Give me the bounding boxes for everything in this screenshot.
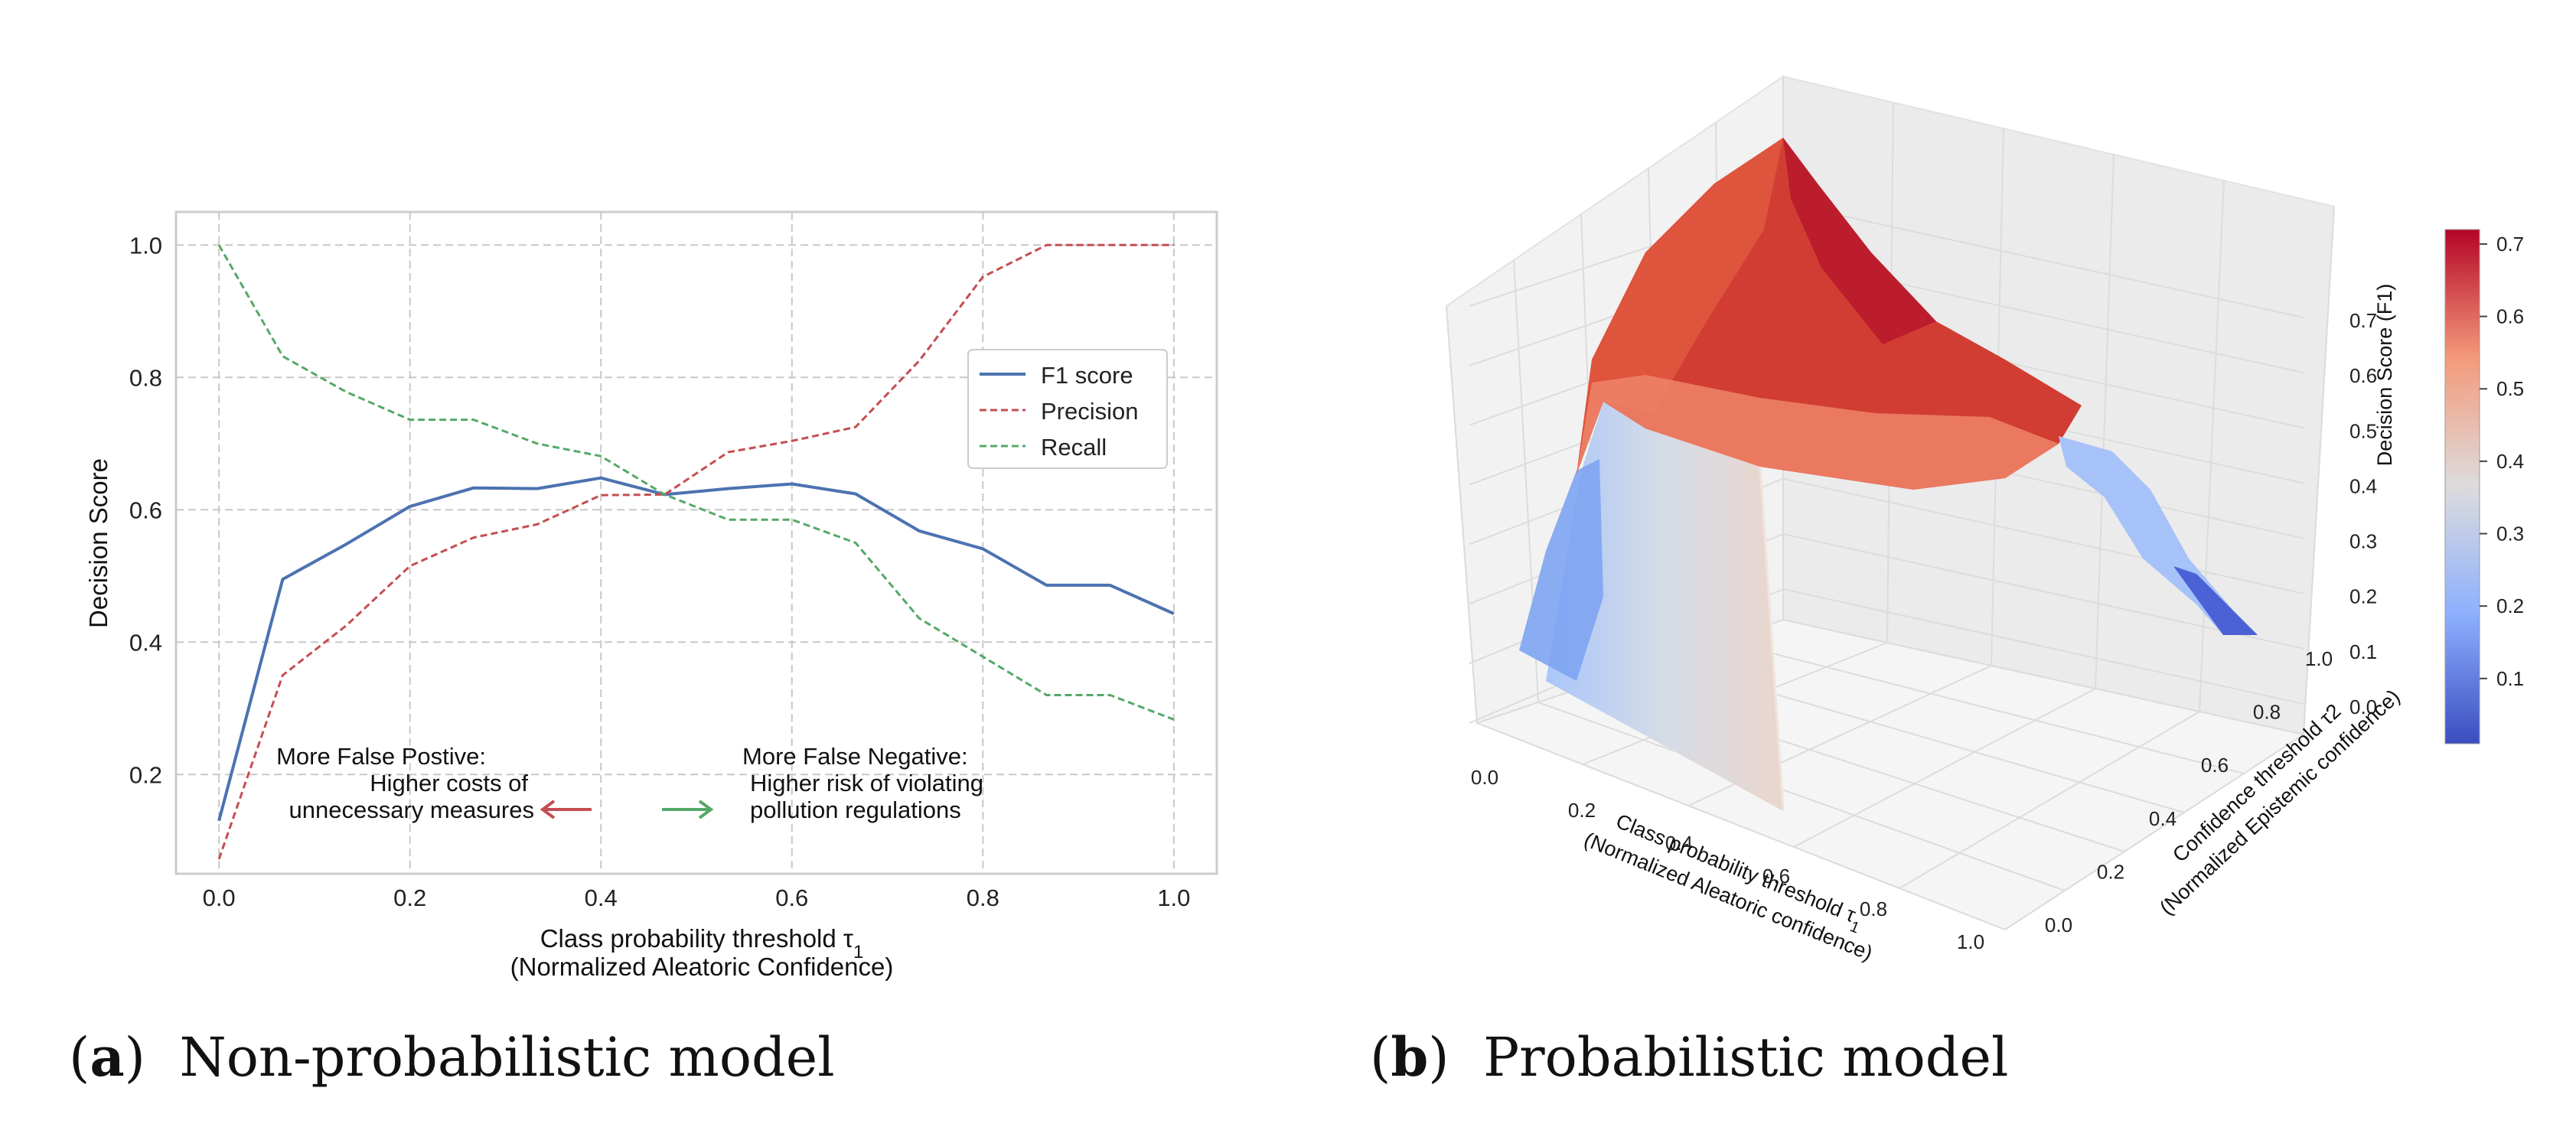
x-tick-label: 0.6 — [775, 884, 808, 911]
series-line-f1-score — [217, 476, 1175, 822]
back-grid-x — [2095, 154, 2115, 689]
annotation-right-line1: More False Negative: — [742, 743, 968, 770]
x3d-tick-label: 1.0 — [1957, 930, 1984, 953]
surface-edge — [1759, 466, 1785, 812]
x3d-tick-label: 0.0 — [1471, 766, 1498, 789]
z-tick-label: 0.0 — [2349, 695, 2377, 718]
x-tick-label: 1.0 — [1157, 884, 1190, 911]
y-tick-label: 0.4 — [129, 629, 162, 656]
legend-box — [967, 349, 1168, 469]
panel-a-legend: F1 score Precision Recall — [967, 349, 1168, 469]
legend-recall-label: Recall — [1041, 434, 1107, 461]
panel-b-chart: 0.0 0.1 0.2 0.3 0.4 0.5 0.6 0.7 0.0 0.2 0.4 0.6 0.8 1… — [1445, 75, 2524, 965]
y-tick-label: 0.6 — [129, 497, 162, 523]
x-tick-label: 0.8 — [967, 884, 999, 911]
annotation-left-line1: More False Postive: — [276, 743, 486, 770]
annotation-right-line2: Higher risk of violating — [750, 770, 983, 796]
surface-front-band — [1577, 375, 2059, 490]
y-tick-label: 0.8 — [129, 364, 162, 391]
colorbar-tick-label: 0.2 — [2496, 594, 2524, 617]
panel-a-annotation-left: More False Postive: Higher costs of unne… — [276, 743, 592, 823]
x-tick-label: 0.2 — [393, 884, 426, 911]
z-tick-label: 0.7 — [2349, 309, 2377, 332]
panel-a-xlabel: Class probability threshold τ1 — [540, 924, 864, 962]
series-line-precision — [217, 243, 1174, 860]
panel-a-grid — [176, 212, 1217, 874]
legend-f1-label: F1 score — [1041, 362, 1133, 389]
panel-b-ticks: 0.0 0.1 0.2 0.3 0.4 0.5 0.6 0.7 0.0 0.2 0.4 0.6 0.8 1… — [1471, 309, 2377, 953]
caption-b-letter: b — [1391, 1025, 1429, 1089]
floor-grid-y — [1537, 702, 2066, 891]
surface-top-ridge — [1783, 138, 1936, 344]
caption-a: (a) Non-probabilistic model — [69, 1025, 835, 1089]
panel-a-xlabel-line2: (Normalized Aleatoric Confidence) — [510, 953, 894, 981]
colorbar-tick-label: 0.3 — [2496, 523, 2524, 546]
back-grid-z — [1782, 588, 2304, 705]
panel-a-series — [217, 243, 1175, 860]
y3d-tick-label: 0.6 — [2201, 754, 2229, 777]
annotation-left-line3: unnecessary measures — [289, 796, 535, 823]
surface-right-tip — [2173, 566, 2258, 635]
panel-a-xlabel-sub: 1 — [853, 942, 863, 962]
y3d-tick-label: 0.0 — [2045, 914, 2072, 936]
back-grid-z — [1782, 477, 2304, 594]
panel-a-xlabel-main: Class probability threshold τ — [540, 924, 853, 953]
z-tick-label: 0.6 — [2349, 364, 2377, 387]
colorbar-tick-label: 0.5 — [2496, 377, 2524, 400]
floor-grid-x — [2004, 734, 2304, 930]
annotation-left-line2: Higher costs of — [370, 770, 528, 796]
y3d-tick-label: 0.8 — [2253, 701, 2281, 724]
floor-grid-x — [1793, 688, 2096, 848]
arrow-right-head-icon — [698, 800, 714, 819]
y3d-tick-label: 1.0 — [2305, 647, 2333, 670]
surface-front-face — [1546, 402, 1783, 811]
y-tick-label: 0.2 — [129, 761, 162, 788]
x3d-tick-label: 0.8 — [1860, 897, 1887, 920]
back-grid-z — [1782, 533, 2304, 650]
arrow-left-head-icon — [540, 800, 556, 819]
panel-a-chart: 0.0 0.2 0.4 0.6 0.8 1.0 0.2 0.4 0.6 0.8 1.0 F1 sco… — [84, 210, 1218, 981]
panel-a-annotation-right: More False Negative: Higher risk of viol… — [662, 743, 983, 823]
colorbar — [2444, 229, 2480, 744]
panel-a-ylabel: Decision Score — [84, 458, 112, 628]
z-tick-label: 0.1 — [2349, 640, 2377, 663]
y3d-tick-label: 0.4 — [2149, 807, 2177, 830]
caption-a-text: Non-probabilistic model — [179, 1026, 835, 1089]
colorbar-ticks: 0.1 0.2 0.3 0.4 0.5 0.6 0.7 — [2480, 233, 2524, 690]
annotation-right-line3: pollution regulations — [750, 796, 961, 823]
y3d-tick-label: 0.2 — [2097, 860, 2124, 883]
caption-a-letter: a — [90, 1025, 125, 1089]
z-tick-label: 0.5 — [2349, 419, 2377, 442]
x-tick-label: 0.4 — [585, 884, 618, 911]
z-tick-label: 0.4 — [2349, 474, 2377, 497]
x3d-tick-label: 0.6 — [1762, 865, 1790, 888]
back-grid-x — [2199, 180, 2225, 712]
back-grid-x — [2303, 206, 2335, 735]
x-tick-label: 0.0 — [203, 884, 236, 911]
panel-b-zlabel: Decision Score (F1) — [2373, 284, 2396, 467]
legend-precision-label: Precision — [1041, 398, 1139, 425]
x3d-tick-label: 0.4 — [1665, 832, 1693, 855]
floor-grid-y — [1476, 722, 2006, 930]
x3d-tick-label: 0.2 — [1568, 799, 1596, 822]
series-line-recall — [217, 244, 1175, 721]
colorbar-tick-label: 0.6 — [2496, 305, 2524, 328]
colorbar-tick-label: 0.7 — [2496, 233, 2524, 256]
colorbar-tick-label: 0.4 — [2496, 450, 2524, 473]
back-grid-z — [1782, 202, 2304, 318]
y-tick-label: 1.0 — [129, 232, 162, 259]
z-tick-label: 0.2 — [2349, 585, 2377, 608]
z-tick-label: 0.3 — [2349, 530, 2377, 553]
surface-left-face — [1519, 459, 1603, 681]
caption-b-text: Probabilistic model — [1483, 1026, 2009, 1089]
floor-grid-x — [1899, 711, 2200, 889]
colorbar-tick-label: 0.1 — [2496, 667, 2524, 690]
left-grid-y — [1446, 305, 1478, 724]
caption-b: (b) Probabilistic model — [1370, 1025, 2009, 1089]
panel-a-ticks: 0.0 0.2 0.4 0.6 0.8 1.0 0.2 0.4 0.6 0.8 1.0 — [129, 232, 1191, 911]
floor-grid-y — [1782, 619, 2304, 735]
floor-grid-y — [1721, 640, 2245, 774]
